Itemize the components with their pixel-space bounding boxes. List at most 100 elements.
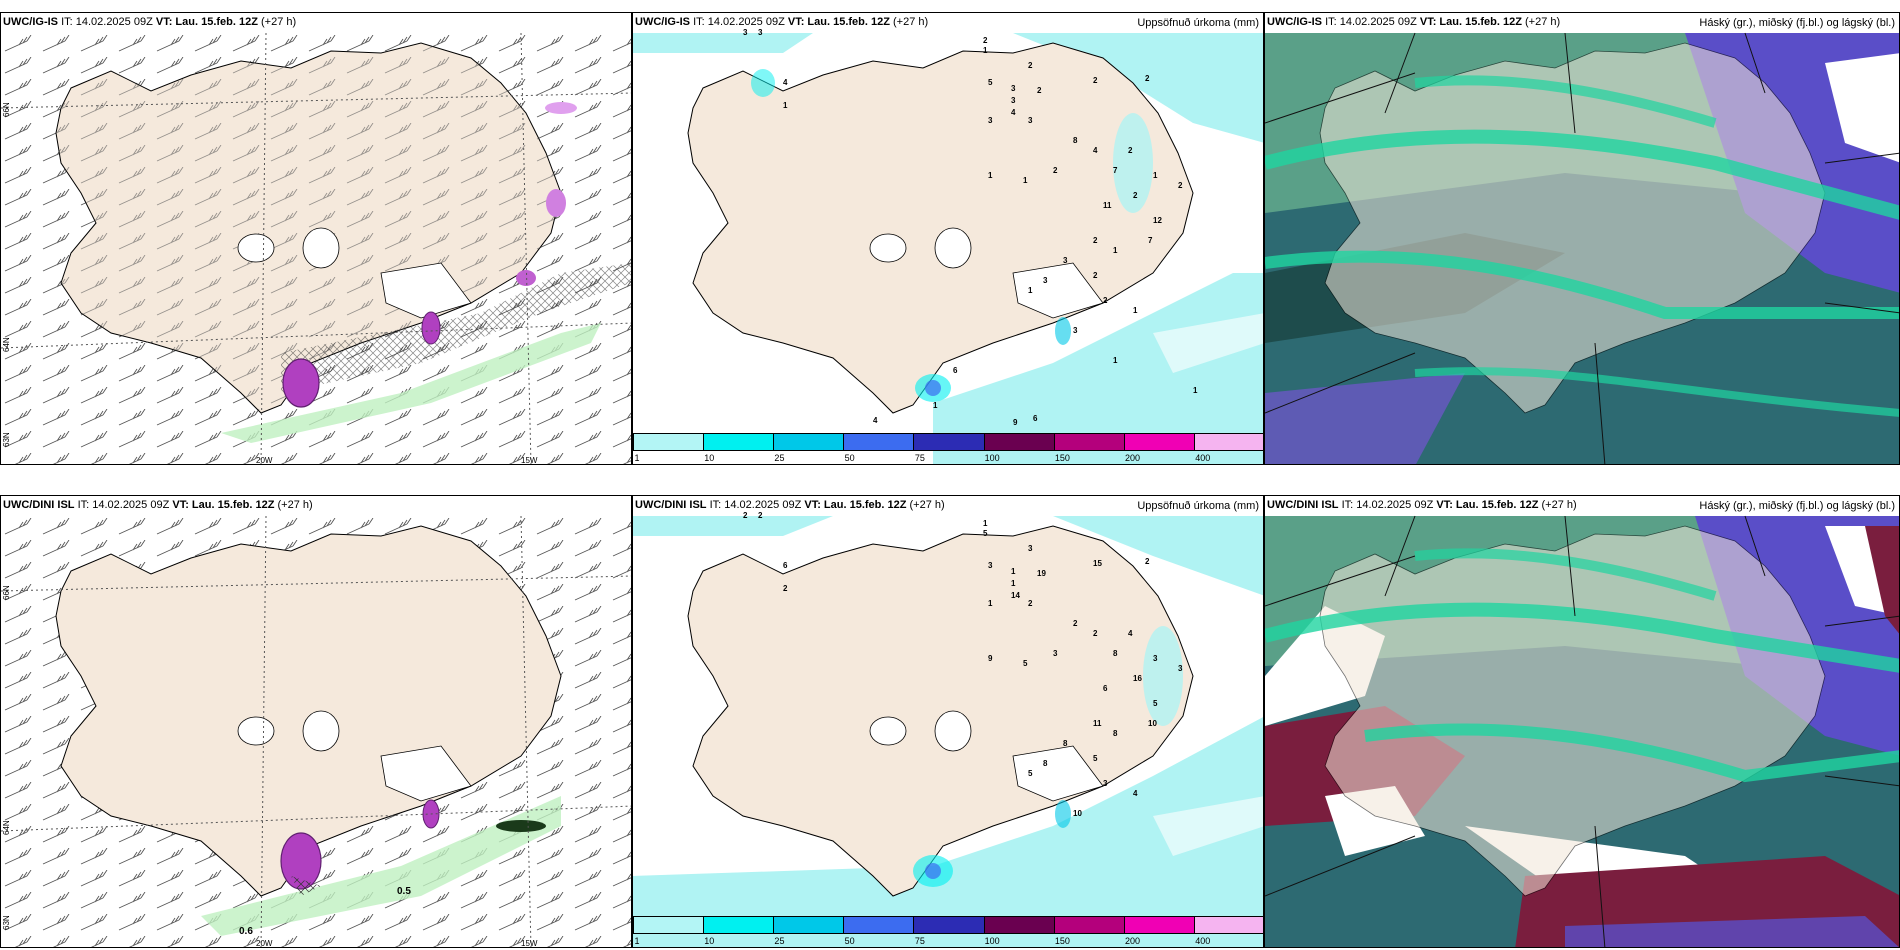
- precip-value: 1: [983, 46, 988, 55]
- precip-value: 2: [743, 511, 748, 520]
- precip-value: 1: [933, 401, 938, 410]
- precip-value: 6: [953, 366, 958, 375]
- valid-label: VT:: [787, 16, 805, 28]
- lead-time: (+27 h): [909, 499, 945, 511]
- model-name: UWC/DINI ISL: [1267, 499, 1339, 511]
- precip-value: 16: [1133, 674, 1142, 683]
- precip-value: 3: [1011, 84, 1016, 93]
- panel-header: UWC/IG-IS IT: 14.02.2025 09Z VT: Lau. 15…: [3, 16, 296, 28]
- colorbar-level-label: 200: [1125, 453, 1141, 463]
- precip-value: 1: [988, 171, 993, 180]
- precip-value: 4: [783, 78, 788, 87]
- precip-value: 4: [1133, 789, 1138, 798]
- precip-value: 14: [1011, 591, 1020, 600]
- precip-panel-top: UWC/IG-IS IT: 14.02.2025 09Z VT: Lau. 15…: [632, 12, 1264, 465]
- precip-value: 1: [1011, 579, 1016, 588]
- wind-label-a: 0.6: [239, 926, 253, 937]
- lead-time: (+27 h): [1541, 499, 1577, 511]
- precip-value: 2: [1178, 181, 1183, 190]
- precip-value: 1: [1133, 306, 1138, 315]
- precip-value: 8: [1063, 739, 1068, 748]
- model-name: UWC/DINI ISL: [3, 499, 75, 511]
- precip-value: 2: [1093, 76, 1098, 85]
- init-time: IT: 14.02.2025 09Z: [693, 16, 785, 28]
- precip-value: 2: [1145, 74, 1150, 83]
- precip-value: 6: [783, 561, 788, 570]
- colorbar-level-label: 100: [984, 936, 1000, 946]
- precip-value: 5: [1023, 659, 1028, 668]
- colorbar-level-label: 10: [704, 936, 715, 946]
- lat-label-66: 66N: [2, 102, 11, 117]
- precip-value: 1: [1113, 246, 1118, 255]
- init-time: IT: 14.02.2025 09Z: [1341, 499, 1434, 511]
- precip-value: 1: [1153, 171, 1158, 180]
- precip-value: 2: [1053, 166, 1058, 175]
- precip-value: 1: [988, 599, 993, 608]
- field-title: Uppsöfnuð úrkoma (mm): [1137, 500, 1259, 512]
- colorbar-level-label: 25: [774, 453, 785, 463]
- panel-header: UWC/DINI ISL IT: 14.02.2025 09Z VT: Lau.…: [1267, 499, 1577, 511]
- lead-time: (+27 h): [277, 499, 313, 511]
- precip-value: 2: [1145, 557, 1150, 566]
- precip-value: 3: [1153, 654, 1158, 663]
- precip-value: 8: [1043, 759, 1048, 768]
- colorbar-level-label: 400: [1195, 453, 1211, 463]
- field-title: Uppsöfnuð úrkoma (mm): [1137, 17, 1259, 29]
- lat-label-63: 63N: [2, 432, 11, 447]
- precip-value: 3: [1053, 649, 1058, 658]
- precip-value: 2: [1093, 629, 1098, 638]
- precip-value: 9: [988, 654, 993, 663]
- panel-header: UWC/IG-IS IT: 14.02.2025 09Z VT: Lau. 15…: [1267, 16, 1560, 28]
- precip-value: 9: [1013, 418, 1018, 427]
- colorbar-level-label: 50: [844, 453, 855, 463]
- lon-label-20: 20W: [256, 456, 273, 465]
- precip-value: 5: [1093, 754, 1098, 763]
- model-name: UWC/IG-IS: [635, 16, 690, 28]
- precip-value: 5: [1153, 699, 1158, 708]
- lon-label-20: 20W: [256, 939, 273, 948]
- precip-value: 1: [983, 519, 988, 528]
- lead-time: (+27 h): [893, 16, 929, 28]
- field-title: Háský (gr.), miðský (fj.bl.) og lágský (…: [1699, 17, 1895, 29]
- wind-panel-top: UWC/IG-IS IT: 14.02.2025 09Z VT: Lau. 15…: [0, 12, 632, 465]
- model-name: UWC/IG-IS: [3, 16, 58, 28]
- precip-value: 4: [1128, 629, 1133, 638]
- wind-label-b: 0.5: [397, 886, 411, 897]
- precip-value: 2: [1037, 86, 1042, 95]
- colorbar-level-label: 400: [1195, 936, 1211, 946]
- cloud-panel-top: UWC/IG-IS IT: 14.02.2025 09Z VT: Lau. 15…: [1264, 12, 1900, 465]
- valid-time: Lau. 15.feb. 12Z: [175, 16, 258, 28]
- colorbar-labels: 1 10 25 50 75 100 150 200 400: [633, 936, 1263, 947]
- precip-value: 11: [1103, 201, 1112, 210]
- precip-value: 4: [873, 416, 878, 425]
- precip-value: 7: [1148, 236, 1153, 245]
- model-name: UWC/DINI ISL: [635, 499, 707, 511]
- precip-value: 19: [1037, 569, 1046, 578]
- lat-label-64: 64N: [2, 337, 11, 352]
- precip-value: 2: [1103, 296, 1108, 305]
- colorbar-labels: 1 10 25 50 75 100 150 200 400: [633, 453, 1263, 464]
- precip-value: 4: [1011, 108, 1016, 117]
- lead-time: (+27 h): [1525, 16, 1561, 28]
- panel-header: UWC/DINI ISL IT: 14.02.2025 09Z VT: Lau.…: [3, 499, 313, 511]
- valid-label: VT:: [172, 499, 189, 511]
- init-time: IT: 14.02.2025 09Z: [1325, 16, 1417, 28]
- precip-value: 2: [1093, 271, 1098, 280]
- precip-value: 2: [1133, 191, 1138, 200]
- precip-value: 2: [783, 584, 788, 593]
- precip-value: 11: [1093, 719, 1102, 728]
- valid-time: Lau. 15.feb. 12Z: [823, 499, 907, 511]
- colorbar-level-label: 1: [634, 936, 640, 946]
- cloud-map: [1265, 32, 1899, 464]
- precip-value: 8: [1113, 729, 1118, 738]
- model-name: UWC/IG-IS: [1267, 16, 1322, 28]
- lat-label-66: 66N: [2, 585, 11, 600]
- precip-value: 6: [1033, 414, 1038, 423]
- panel-header: UWC/DINI ISL IT: 14.02.2025 09Z VT: Lau.…: [635, 499, 945, 511]
- valid-label: VT:: [1419, 16, 1437, 28]
- colorbar-level-label: 75: [914, 936, 925, 946]
- precip-value: 5: [988, 78, 993, 87]
